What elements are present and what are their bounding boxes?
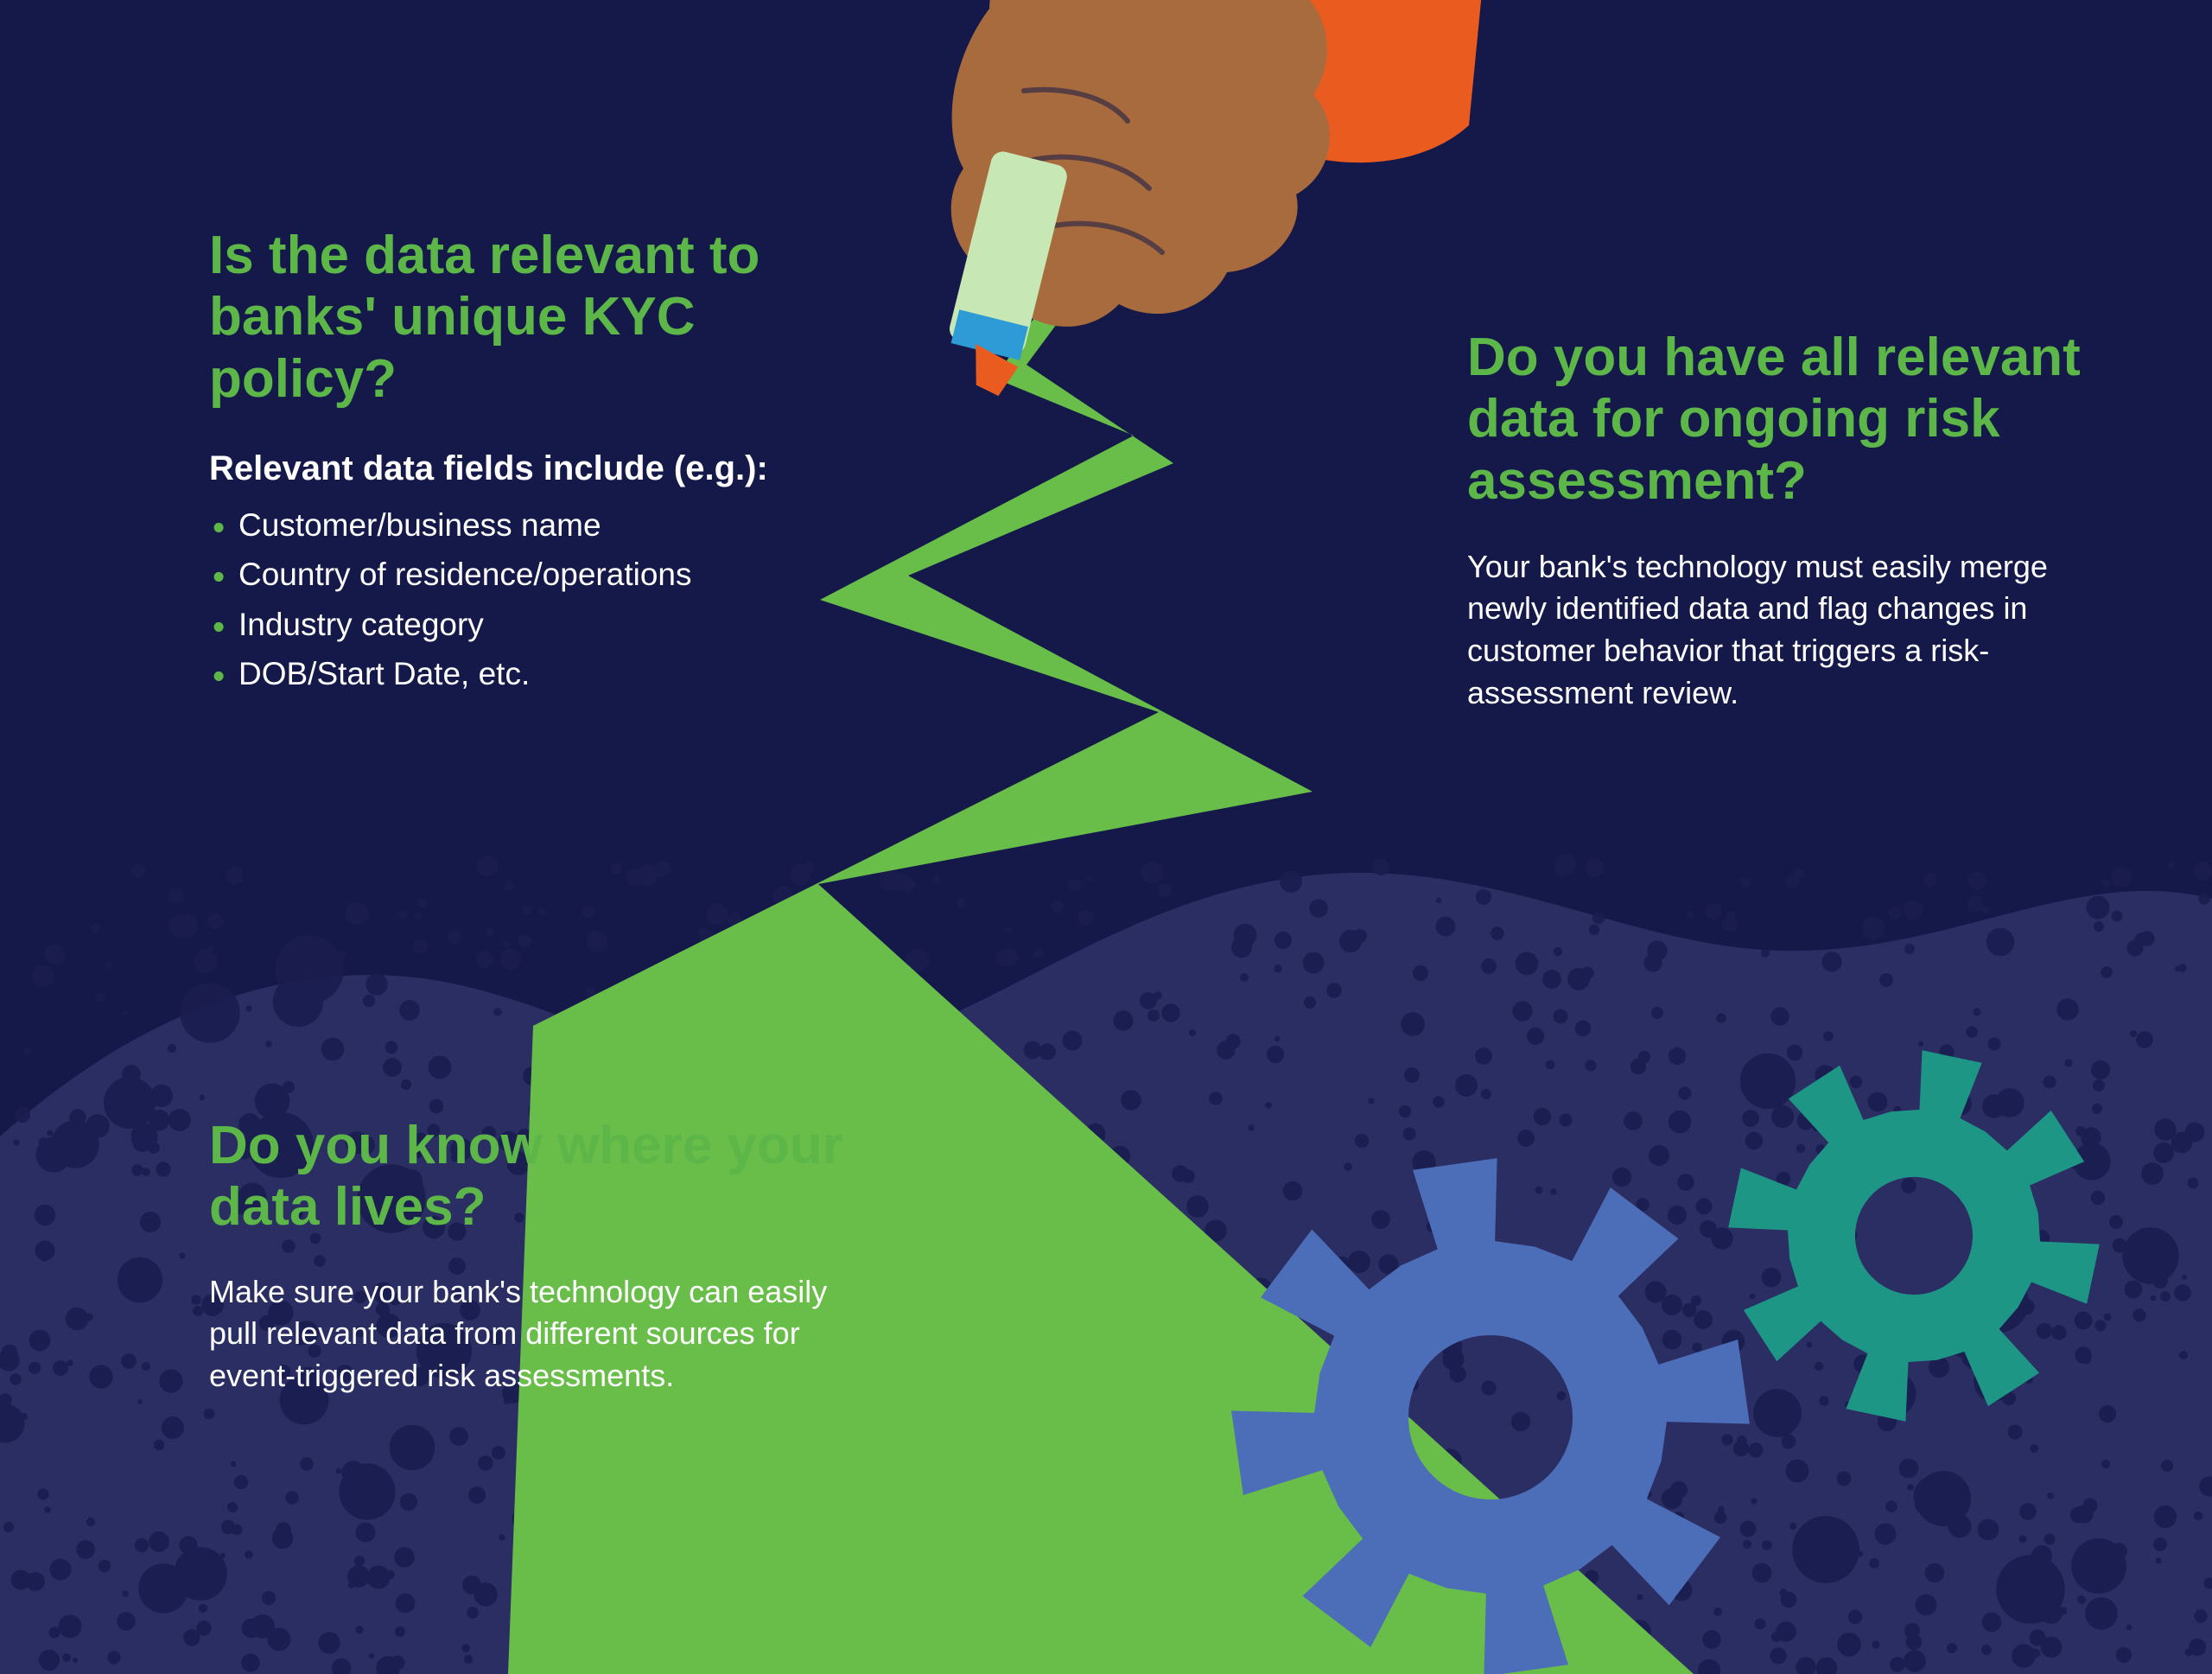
gear-blue-icon bbox=[1202, 1129, 1779, 1674]
heading-risk-assessment: Do you have all relevant data for ongoin… bbox=[1467, 327, 2124, 512]
data-field-item: Customer/business name bbox=[209, 500, 849, 550]
data-field-item: Industry category bbox=[209, 600, 849, 649]
data-field-item: Country of residence/operations bbox=[209, 550, 849, 599]
heading-data-lives: Do you know where your data lives? bbox=[209, 1115, 849, 1238]
heading-data-relevant: Is the data relevant to banks' unique KY… bbox=[209, 225, 849, 410]
gear-teal-icon bbox=[1696, 1018, 2131, 1453]
section-risk-assessment: Do you have all relevant data for ongoin… bbox=[1467, 327, 2124, 714]
section-data-lives: Do you know where your data lives? Make … bbox=[209, 1115, 849, 1397]
section-data-relevant: Is the data relevant to banks' unique KY… bbox=[209, 225, 849, 698]
data-field-item: DOB/Start Date, etc. bbox=[209, 649, 849, 698]
body-risk-assessment: Your bank's technology must easily merge… bbox=[1467, 546, 2124, 714]
data-fields-list: Customer/business nameCountry of residen… bbox=[209, 500, 849, 698]
infographic-canvas: Is the data relevant to banks' unique KY… bbox=[0, 0, 2212, 1674]
body-data-lives: Make sure your bank's technology can eas… bbox=[209, 1271, 849, 1397]
subhead-data-fields: Relevant data fields include (e.g.): bbox=[209, 449, 849, 488]
